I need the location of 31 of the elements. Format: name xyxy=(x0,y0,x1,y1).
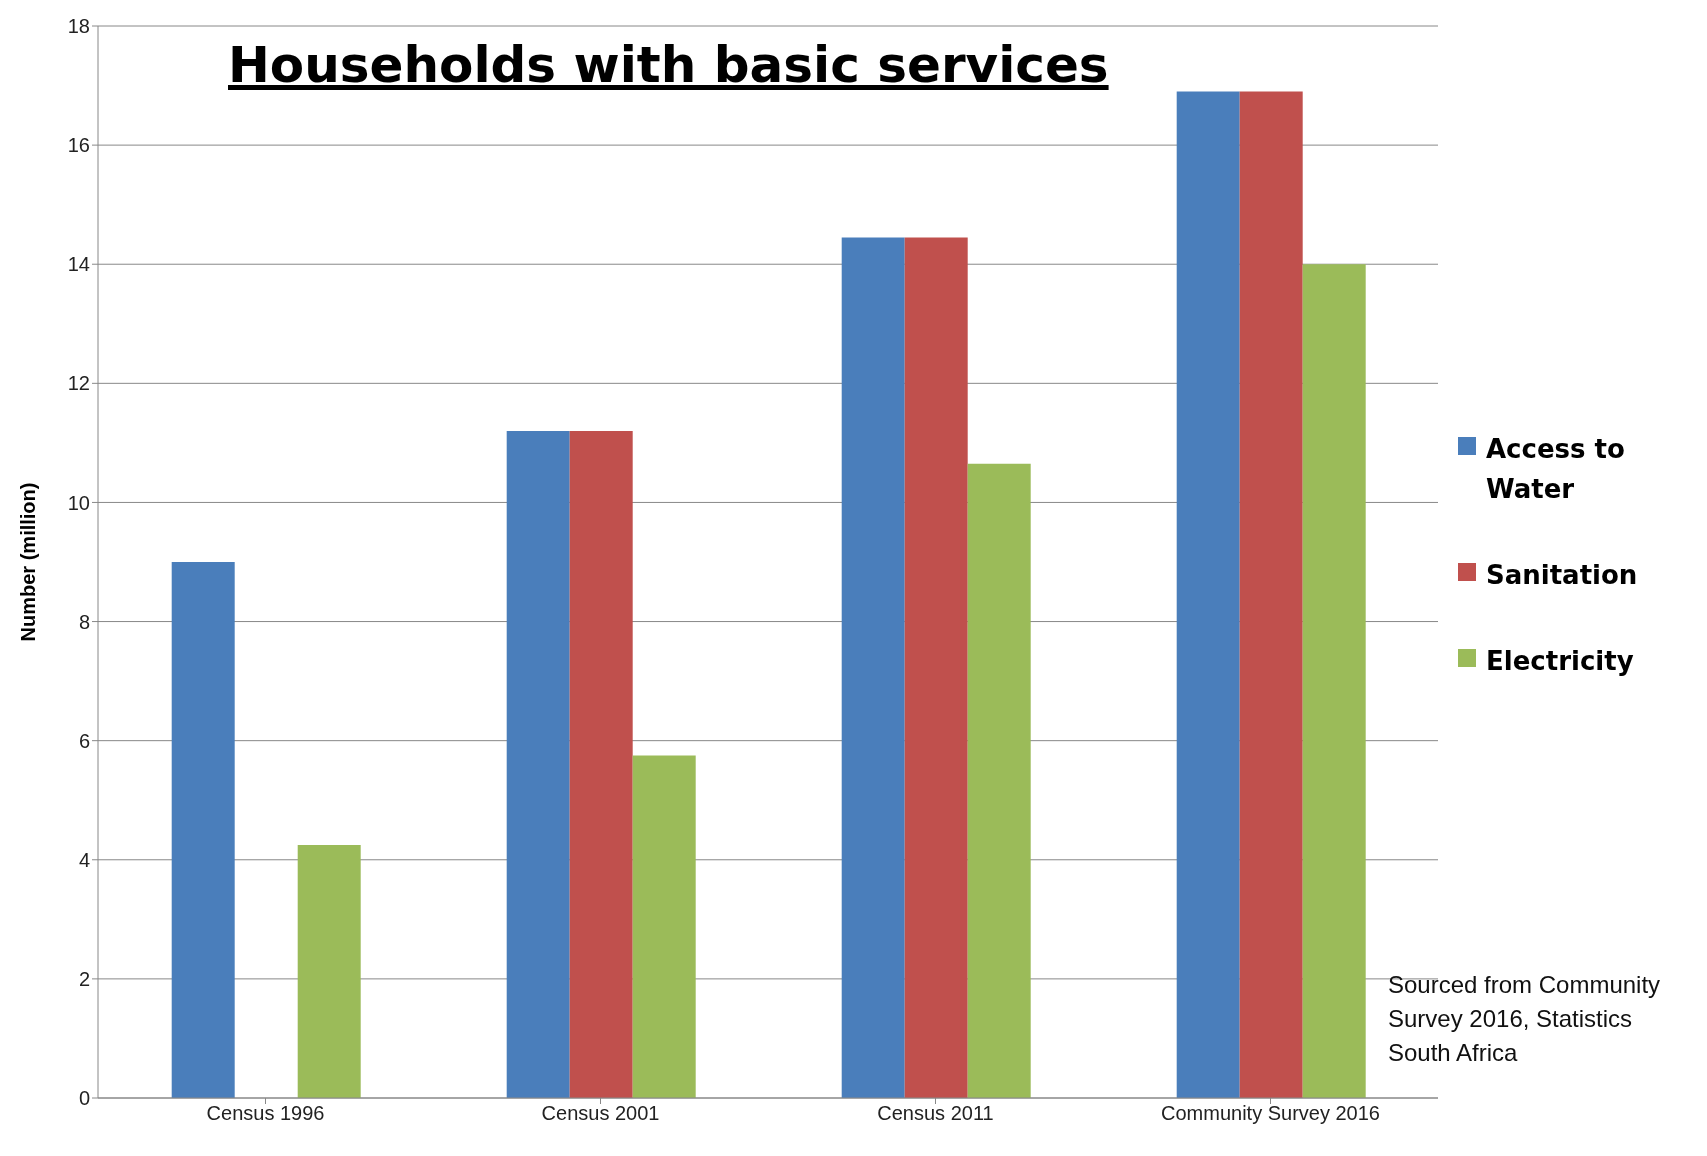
x-tick-label: Census 2011 xyxy=(877,1102,994,1125)
y-tick-label: 8 xyxy=(78,610,90,633)
legend-label: Electricity xyxy=(1486,645,1634,678)
y-axis-title: Number (million) xyxy=(17,482,40,642)
y-tick-label: 16 xyxy=(67,134,90,157)
legend-label: Sanitation xyxy=(1486,559,1638,592)
bar xyxy=(297,844,361,1098)
bar xyxy=(1239,91,1303,1098)
chart-title: Households with basic services xyxy=(228,36,1109,94)
y-tick-label: 18 xyxy=(67,15,90,38)
x-tick-label: Census 1996 xyxy=(206,1102,325,1125)
bar xyxy=(171,562,235,1098)
x-tick-label: Census 2001 xyxy=(541,1102,660,1125)
bar xyxy=(506,430,570,1098)
y-tick-label: 12 xyxy=(67,372,90,395)
y-tick-label: 0 xyxy=(78,1087,90,1110)
y-tick-label: 10 xyxy=(67,491,90,514)
y-tick-label: 2 xyxy=(78,967,90,990)
bar xyxy=(1176,91,1240,1098)
bar xyxy=(967,463,1031,1098)
x-tick-label: Community Survey 2016 xyxy=(1161,1102,1380,1125)
legend-label: Access to Water xyxy=(1486,433,1626,506)
y-tick-label: 4 xyxy=(78,848,90,871)
bar xyxy=(1302,264,1366,1098)
y-tick-label: 6 xyxy=(78,729,90,752)
bar xyxy=(632,755,696,1098)
y-tick-label: 14 xyxy=(67,253,90,276)
bar xyxy=(841,237,905,1098)
annotation: Sourced from Community Survey 2016, Statistics South Africa xyxy=(1388,970,1662,1068)
bar xyxy=(569,430,633,1098)
bar xyxy=(904,237,968,1098)
